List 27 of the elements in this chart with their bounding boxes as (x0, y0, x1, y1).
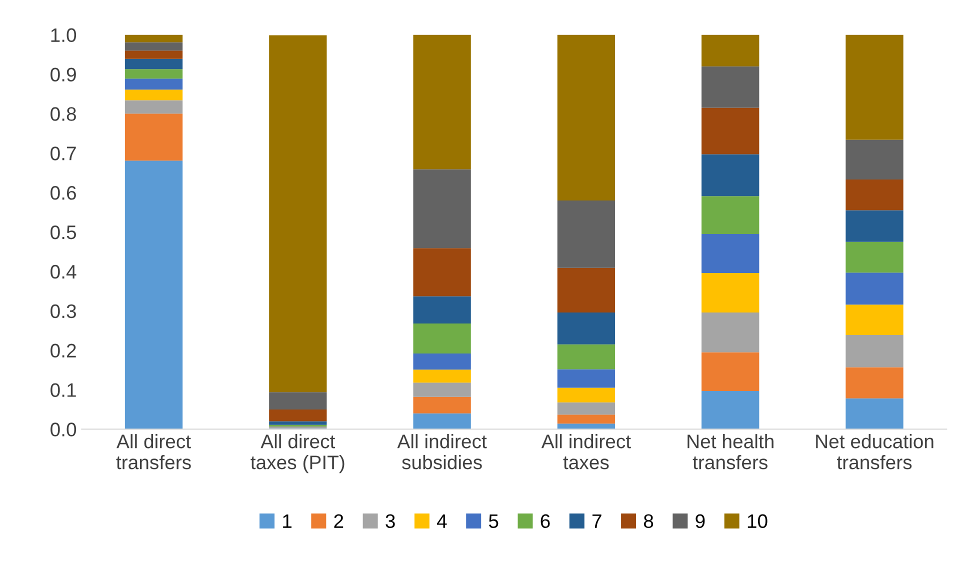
legend-label: 4 (436, 514, 447, 528)
legend-label: 6 (540, 514, 550, 528)
x-tick-label: Net education transfers (816, 434, 934, 470)
legend-label: 5 (488, 514, 498, 528)
legend-label: 8 (644, 514, 654, 528)
legend-label: 10 (748, 514, 768, 528)
y-tick-label: 0.3 (50, 304, 76, 318)
legend-label: 9 (696, 514, 705, 528)
y-tick-label: 0.9 (50, 68, 76, 82)
legend-label: 1 (283, 514, 292, 528)
y-tick-label: 0.6 (50, 186, 76, 200)
y-tick-label: 0.2 (50, 344, 76, 358)
x-tick-label: All indirect subsidies (397, 434, 487, 470)
y-tick-label: 0.1 (50, 383, 76, 397)
y-tick-label: 0.7 (50, 146, 76, 160)
x-tick-label: Net health transfers (688, 434, 774, 470)
y-tick-label: 0.5 (50, 225, 76, 240)
x-tick-label: All indirect taxes (541, 434, 631, 470)
x-tick-label: All direct taxes (PIT) (250, 434, 344, 474)
y-tick-label: 0.8 (50, 107, 76, 121)
y-tick-label: 1.0 (51, 28, 76, 42)
y-tick-label: 0.0 (50, 422, 76, 436)
legend-label: 3 (386, 514, 395, 528)
y-tick-label: 0.4 (50, 264, 76, 279)
legend-label: 2 (334, 514, 344, 528)
x-tick-label: All direct transfers (116, 434, 191, 470)
legend-label: 7 (592, 514, 602, 528)
